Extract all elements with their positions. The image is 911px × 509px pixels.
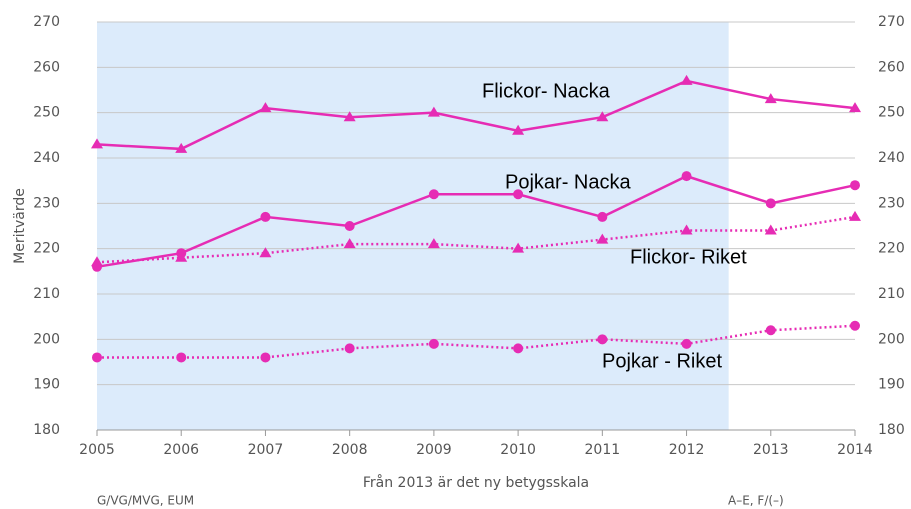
- marker: [513, 189, 524, 200]
- marker: [680, 74, 693, 85]
- y-tick-label: 260: [33, 59, 60, 75]
- marker: [91, 256, 103, 267]
- x-tick-label: 2007: [248, 442, 284, 458]
- marker: [681, 338, 692, 349]
- marker: [343, 111, 356, 122]
- x-tick-label: 2014: [837, 442, 873, 458]
- marker: [428, 338, 439, 349]
- y-tick-label: 220: [33, 241, 60, 257]
- y2-tick-label: 240: [878, 150, 905, 166]
- x-tick-label: 2011: [585, 442, 621, 458]
- x-axis-label: Från 2013 är det ny betygsskala: [363, 474, 589, 491]
- y2-tick-label: 220: [878, 241, 905, 257]
- marker: [175, 142, 188, 153]
- note: G/VG/MVG, EUM: [97, 494, 194, 508]
- y-tick-label: 210: [33, 286, 60, 302]
- plot-band: [97, 22, 729, 430]
- marker: [259, 102, 272, 113]
- marker: [344, 221, 355, 231]
- marker: [596, 111, 609, 122]
- x-tick-label: 2013: [753, 442, 789, 458]
- marker: [260, 352, 271, 363]
- series-line: [96, 79, 856, 151]
- marker: [849, 102, 861, 113]
- x-tick-label: 2009: [416, 442, 452, 458]
- marker: [765, 325, 776, 336]
- y2-tick-label: 190: [878, 377, 905, 393]
- marker: [512, 242, 525, 253]
- y-tick-label: 200: [33, 331, 60, 347]
- x-tick-label: 2005: [79, 442, 115, 458]
- y2-tick-label: 200: [878, 331, 905, 347]
- x-tick-label: 2006: [163, 442, 199, 458]
- series-line: [96, 215, 856, 264]
- series-label: Pojkar- Nacka: [505, 171, 631, 193]
- x-tick-label: 2008: [332, 442, 368, 458]
- y-tick-label: 270: [33, 14, 60, 30]
- y-axis-label: Meritvärde: [12, 188, 28, 264]
- y2-tick-label: 180: [878, 422, 905, 438]
- marker: [176, 352, 187, 363]
- marker: [849, 210, 861, 221]
- series-label: Flickor- Nacka: [482, 80, 611, 102]
- marker: [343, 238, 356, 249]
- marker: [680, 224, 693, 235]
- marker: [681, 171, 692, 182]
- marker: [597, 334, 608, 345]
- y2-tick-label: 250: [878, 105, 905, 121]
- marker: [428, 189, 439, 200]
- note: A–E, F/(–): [728, 494, 784, 508]
- marker: [765, 198, 776, 209]
- marker: [91, 138, 103, 149]
- marker: [259, 247, 272, 258]
- marker: [850, 180, 860, 191]
- marker: [427, 106, 440, 117]
- y2-tick-label: 230: [878, 195, 905, 211]
- marker: [175, 251, 188, 262]
- marker: [344, 343, 355, 354]
- marker: [260, 211, 271, 222]
- marker: [92, 352, 102, 363]
- marker: [764, 224, 777, 235]
- marker: [597, 211, 608, 222]
- x-tick-label: 2010: [500, 442, 536, 458]
- marker: [764, 93, 777, 104]
- series-label: Pojkar - Riket: [602, 350, 722, 372]
- y2-tick-label: 210: [878, 286, 905, 302]
- marker: [596, 233, 609, 244]
- series-line: [96, 174, 856, 269]
- marker: [512, 124, 525, 135]
- y-tick-label: 240: [33, 150, 60, 166]
- y-tick-label: 190: [33, 377, 60, 393]
- series-line: [97, 324, 856, 359]
- y2-tick-label: 270: [878, 14, 905, 30]
- y-tick-label: 230: [33, 195, 60, 211]
- marker: [850, 320, 860, 331]
- y-tick-label: 180: [33, 422, 60, 438]
- y-tick-label: 250: [33, 105, 60, 121]
- marker: [513, 343, 524, 354]
- x-tick-label: 2012: [669, 442, 705, 458]
- series-label: Flickor- Riket: [630, 246, 747, 268]
- marker: [427, 238, 440, 249]
- y2-tick-label: 260: [878, 59, 905, 75]
